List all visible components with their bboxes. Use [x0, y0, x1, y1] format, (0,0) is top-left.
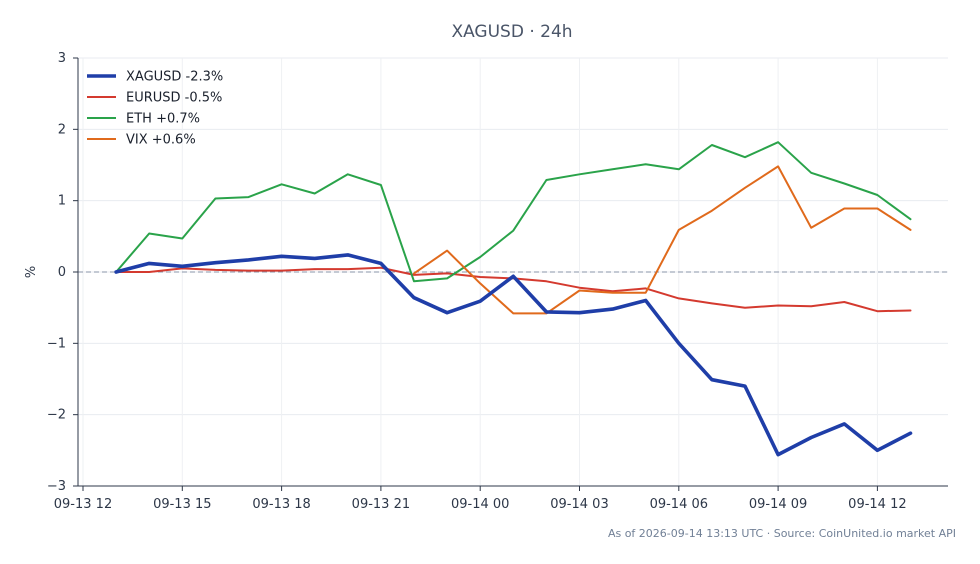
- legend-label: ETH +0.7%: [126, 112, 200, 127]
- series-line-0: [114, 253, 913, 457]
- chart-title: XAGUSD · 24h: [451, 22, 572, 42]
- legend-label: EURUSD -0.5%: [126, 91, 222, 106]
- x-tick-label: 09-13 15: [153, 497, 211, 512]
- series-line-2: [115, 141, 912, 283]
- x-tick-label: 09-13 18: [252, 497, 310, 512]
- y-tick-label: −3: [47, 479, 66, 494]
- y-axis-label: %: [24, 266, 39, 278]
- legend-label: XAGUSD -2.3%: [126, 70, 223, 85]
- y-tick-label: −2: [47, 408, 66, 423]
- y-tick-label: 0: [58, 265, 66, 280]
- y-tick-label: 3: [58, 51, 66, 66]
- series-lines: [114, 141, 913, 457]
- x-tick-label: 09-14 12: [848, 497, 906, 512]
- x-tick-label: 09-14 03: [550, 497, 608, 512]
- series-line-3: [413, 165, 912, 315]
- legend-label: VIX +0.6%: [126, 133, 196, 148]
- x-tick-label: 09-13 21: [352, 497, 410, 512]
- legend: XAGUSD -2.3% EURUSD -0.5% ETH +0.7% VIX +0.…: [87, 70, 223, 148]
- x-tick-label: 09-13 12: [54, 497, 112, 512]
- y-tick-label: 2: [58, 122, 66, 137]
- footer-source: As of 2026-09-14 13:13 UTC · Source: Coi…: [608, 527, 956, 540]
- y-tick-label: −1: [47, 336, 66, 351]
- y-tick-label: 1: [58, 194, 66, 209]
- x-tick-label: 09-14 06: [650, 497, 708, 512]
- series-line-1: [115, 266, 912, 313]
- axes: 3 2 1 0 −1 −2 −3 09-13 12 09-13 15 09-13 18 09-13 …: [47, 51, 948, 512]
- x-tick-label: 09-14 00: [451, 497, 509, 512]
- x-tick-label: 09-14 09: [749, 497, 807, 512]
